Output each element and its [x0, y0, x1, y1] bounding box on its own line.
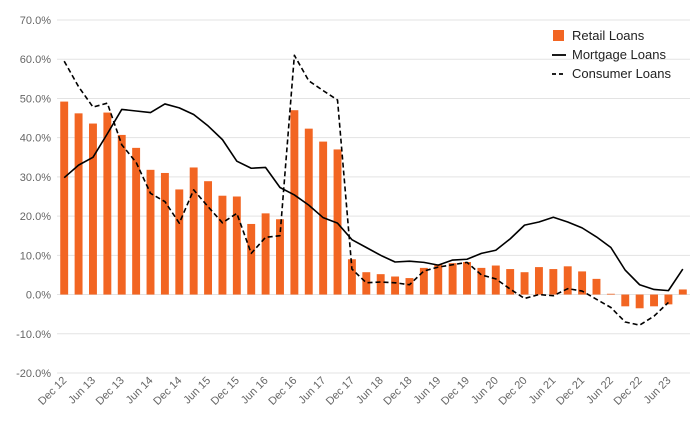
retail-loans-bar	[592, 278, 601, 295]
x-tick-label: Jun 14	[124, 375, 156, 407]
retail-loans-bar	[304, 128, 313, 295]
retail-loans-bar	[175, 189, 184, 295]
y-tick-label: 60.0%	[20, 54, 51, 66]
x-tick-label: Dec 18	[381, 375, 414, 408]
y-tick-label: 50.0%	[20, 93, 51, 105]
x-tick-label: Dec 15	[209, 375, 242, 408]
retail-loans-bar	[89, 123, 97, 295]
retail-loans-bar	[477, 267, 486, 295]
retail-loans-bar	[362, 272, 371, 295]
y-tick-label: -20.0%	[16, 368, 51, 380]
legend-swatch-retail-loans	[553, 30, 564, 41]
retail-loans-bars	[60, 101, 687, 309]
x-tick-label: Dec 20	[497, 375, 530, 408]
x-tick-label: Jun 16	[239, 375, 271, 407]
line-series	[63, 54, 684, 326]
x-tick-label: Jun 17	[296, 375, 328, 407]
retail-loans-bar	[290, 110, 299, 295]
retail-loans-bar	[333, 149, 342, 295]
retail-loans-bar	[405, 278, 414, 295]
retail-loans-bar	[376, 274, 385, 295]
y-tick-label: 30.0%	[20, 172, 51, 184]
retail-loans-bar	[60, 101, 69, 295]
y-tick-label: 20.0%	[20, 211, 51, 223]
retail-loans-bar	[218, 195, 227, 295]
retail-loans-bar	[664, 294, 673, 305]
retail-loans-bar	[621, 294, 630, 307]
legend-label-retail-loans: Retail Loans	[572, 28, 645, 43]
x-tick-label: Jun 21	[527, 375, 559, 407]
y-tick-label: -10.0%	[16, 329, 51, 341]
y-tick-label: 40.0%	[20, 133, 51, 145]
x-tick-label: Jun 18	[354, 375, 386, 407]
retail-loans-bar	[678, 289, 687, 295]
retail-loans-bar	[247, 223, 256, 295]
retail-loans-bar	[347, 259, 356, 295]
mortgage-loans-line	[63, 103, 684, 292]
retail-loans-bar	[160, 172, 169, 295]
retail-loans-bar	[448, 263, 457, 295]
retail-loans-bar	[391, 276, 400, 295]
retail-loans-bar	[463, 262, 471, 295]
x-tick-label: Dec 22	[612, 375, 645, 408]
retail-loans-bar	[534, 267, 543, 295]
x-tick-label: Jun 15	[181, 375, 213, 407]
x-tick-label: Dec 21	[554, 375, 587, 408]
x-tick-label: Dec 16	[266, 375, 299, 408]
retail-loans-bar	[578, 271, 587, 295]
retail-loans-bar	[189, 167, 198, 295]
retail-loans-bar	[606, 293, 615, 295]
y-tick-label: 0.0%	[26, 290, 51, 302]
retail-loans-bar	[276, 219, 284, 295]
x-tick-label: Jun 23	[642, 375, 674, 407]
retail-loans-bar	[261, 213, 270, 295]
x-tick-label: Dec 19	[439, 375, 472, 408]
retail-loans-bar	[549, 269, 558, 295]
retail-loans-bar	[563, 266, 572, 295]
retail-loans-bar	[204, 181, 213, 295]
y-tick-label: 70.0%	[20, 15, 51, 27]
x-tick-label: Jun 22	[584, 375, 616, 407]
x-tick-label: Dec 17	[324, 375, 357, 408]
retail-loans-bar	[232, 196, 241, 295]
retail-loans-bar	[117, 134, 126, 295]
retail-loans-bar	[635, 294, 644, 309]
retail-loans-bar	[491, 265, 500, 295]
retail-loans-bar	[132, 147, 141, 295]
x-tick-label: Dec 13	[94, 375, 127, 408]
x-tick-label: Jun 13	[66, 375, 98, 407]
x-tick-label: Jun 20	[469, 375, 501, 407]
retail-loans-bar	[103, 112, 112, 295]
retail-loans-bar	[506, 269, 515, 295]
x-tick-label: Jun 19	[412, 375, 444, 407]
legend-label-mortgage-loans: Mortgage Loans	[572, 47, 666, 62]
retail-loans-bar	[74, 113, 83, 295]
consumer-loans-line	[63, 54, 669, 326]
retail-loans-bar	[520, 272, 529, 295]
legend: Retail Loans Mortgage Loans Consumer Loa…	[552, 28, 671, 81]
x-tick-label: Dec 14	[151, 375, 184, 408]
y-axis-ticks: -20.0% -10.0% 0.0% 10.0% 20.0% 30.0% 40.0% 50.0…	[16, 15, 51, 380]
retail-loans-bar	[419, 267, 428, 295]
retail-loans-bar	[434, 264, 443, 295]
y-tick-label: 10.0%	[20, 250, 51, 262]
retail-loans-bar	[146, 169, 155, 295]
retail-loans-bar	[650, 294, 658, 307]
legend-label-consumer-loans: Consumer Loans	[572, 66, 671, 81]
